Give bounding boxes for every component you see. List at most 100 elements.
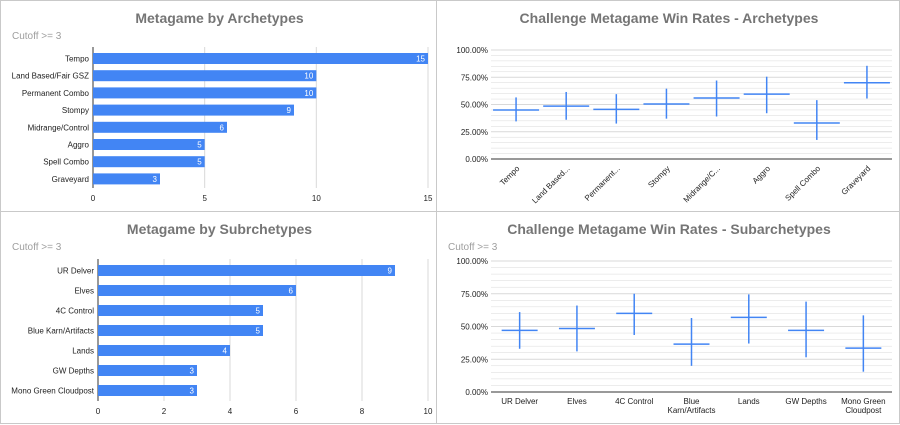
y-tick-label: 50.00%	[461, 323, 488, 332]
category-label: Aggro	[68, 141, 90, 150]
y-tick-label: 75.00%	[461, 73, 488, 82]
bar-value-label: 9	[388, 267, 393, 276]
category-label: Land Based...	[530, 164, 571, 205]
x-tick-label: 2	[162, 407, 167, 416]
panel-subarchetype-winrates: Challenge Metagame Win Rates - Subarchet…	[436, 211, 900, 424]
category-label: GW Depths	[785, 397, 826, 406]
category-label: Lands	[738, 397, 760, 406]
bar	[93, 70, 317, 82]
category-label: 4C Control	[615, 397, 653, 406]
category-label: Land Based/Fair GSZ	[12, 72, 89, 81]
category-label: Permanent...	[583, 164, 622, 203]
category-label: Spell Combo	[43, 158, 89, 167]
bar	[93, 156, 205, 168]
bar	[98, 385, 197, 396]
category-label: Midrange/Control	[28, 123, 90, 132]
bar	[93, 53, 428, 64]
bar-value-label: 5	[197, 141, 202, 150]
y-tick-label: 75.00%	[461, 290, 488, 299]
category-label-line: Mono Green	[841, 397, 885, 406]
category-label: Elves	[74, 287, 94, 296]
category-label-line: Karn/Artifacts	[667, 406, 715, 415]
bar-value-label: 5	[256, 307, 261, 316]
bar	[93, 173, 160, 185]
bar	[98, 285, 296, 296]
chart-title: Metagame by Subrchetypes	[127, 221, 312, 237]
bar-value-label: 5	[256, 327, 261, 336]
bar-value-label: 5	[197, 158, 202, 167]
archetype-share-chart: Metagame by Archetypes Cutoff >= 3 0 5 10 15 T…	[12, 10, 433, 203]
bar-value-label: 10	[304, 72, 313, 81]
x-tick-label: 10	[424, 407, 433, 416]
y-tick-label: 0.00%	[465, 155, 488, 164]
category-label: UR Delver	[501, 397, 538, 406]
x-tick-label: 4	[228, 407, 233, 416]
category-label: 4C Control	[56, 307, 94, 316]
bar	[98, 305, 263, 316]
category-label: Lands	[72, 347, 94, 356]
y-tick-label: 25.00%	[461, 128, 488, 137]
x-tick-label: 0	[91, 194, 96, 203]
category-label-line: 4C Control	[615, 397, 653, 406]
bar	[98, 345, 230, 356]
x-tick-label: 8	[360, 407, 365, 416]
category-label: Tempo	[65, 55, 90, 64]
subarchetype-share-chart: Metagame by Subrchetypes Cutoff >= 3 0 2 4 6 8…	[11, 221, 433, 416]
category-label: Blue Karn/Artifacts	[28, 327, 94, 336]
category-label: Spell Combo	[783, 164, 822, 203]
category-label: Stompy	[646, 164, 672, 190]
subarchetype-winrate-chart: Challenge Metagame Win Rates - Subarchet…	[448, 221, 892, 415]
x-tick-label: 5	[202, 194, 207, 203]
chart-title: Metagame by Archetypes	[135, 10, 304, 26]
bar-value-label: 15	[416, 55, 425, 64]
y-tick-label: 0.00%	[465, 388, 488, 397]
bar	[93, 104, 294, 116]
category-label: Graveyard	[52, 175, 89, 184]
chart-title: Challenge Metagame Win Rates - Archetype…	[520, 10, 819, 26]
y-tick-label: 50.00%	[461, 101, 488, 110]
bar	[98, 265, 395, 276]
x-tick-label: 10	[312, 194, 321, 203]
x-tick-label: 0	[96, 407, 101, 416]
y-tick-label: 100.00%	[456, 257, 488, 266]
bar-value-label: 3	[190, 367, 195, 376]
category-label: Tempo	[498, 164, 522, 188]
category-label: Graveyard	[840, 164, 873, 197]
category-label-line: Blue	[683, 397, 700, 406]
category-label-line: Lands	[738, 397, 760, 406]
chart-subtitle: Cutoff >= 3	[12, 31, 62, 42]
bar	[93, 87, 317, 99]
archetype-winrate-chart: Challenge Metagame Win Rates - Archetype…	[456, 10, 892, 205]
bar-value-label: 3	[153, 175, 158, 184]
bar-value-label: 10	[304, 89, 313, 98]
y-tick-label: 25.00%	[461, 355, 488, 364]
bar-value-label: 6	[289, 287, 294, 296]
category-label-line: UR Delver	[501, 397, 538, 406]
category-label-line: GW Depths	[785, 397, 826, 406]
panel-subarchetype-share: Metagame by Subrchetypes Cutoff >= 3 0 2 4 6 8…	[0, 211, 437, 424]
chart-subtitle: Cutoff >= 3	[12, 242, 62, 253]
bar-value-label: 4	[223, 347, 228, 356]
bar	[98, 325, 263, 336]
panel-archetype-winrates: Challenge Metagame Win Rates - Archetype…	[436, 0, 900, 212]
bar-value-label: 6	[220, 123, 225, 132]
category-label: Stompy	[62, 106, 89, 115]
bar	[93, 139, 205, 150]
chart-title: Challenge Metagame Win Rates - Subarchet…	[507, 221, 831, 237]
y-tick-label: 100.00%	[456, 46, 488, 55]
bar-value-label: 9	[287, 106, 292, 115]
panel-archetype-share: Metagame by Archetypes Cutoff >= 3 0 5 10 15 T…	[0, 0, 437, 212]
category-label: Mono Green Cloudpost	[841, 397, 885, 415]
x-tick-label: 15	[424, 194, 433, 203]
category-label: UR Delver	[57, 267, 94, 276]
bar	[98, 365, 197, 376]
x-tick-label: 6	[294, 407, 299, 416]
category-label: Elves	[567, 397, 587, 406]
category-label: Blue Karn/Artifacts	[667, 397, 715, 415]
chart-subtitle: Cutoff >= 3	[448, 242, 498, 253]
category-label: Midrange/C...	[682, 164, 722, 204]
bar	[93, 121, 227, 133]
category-label-line: Elves	[567, 397, 587, 406]
category-label: Aggro	[751, 164, 773, 186]
